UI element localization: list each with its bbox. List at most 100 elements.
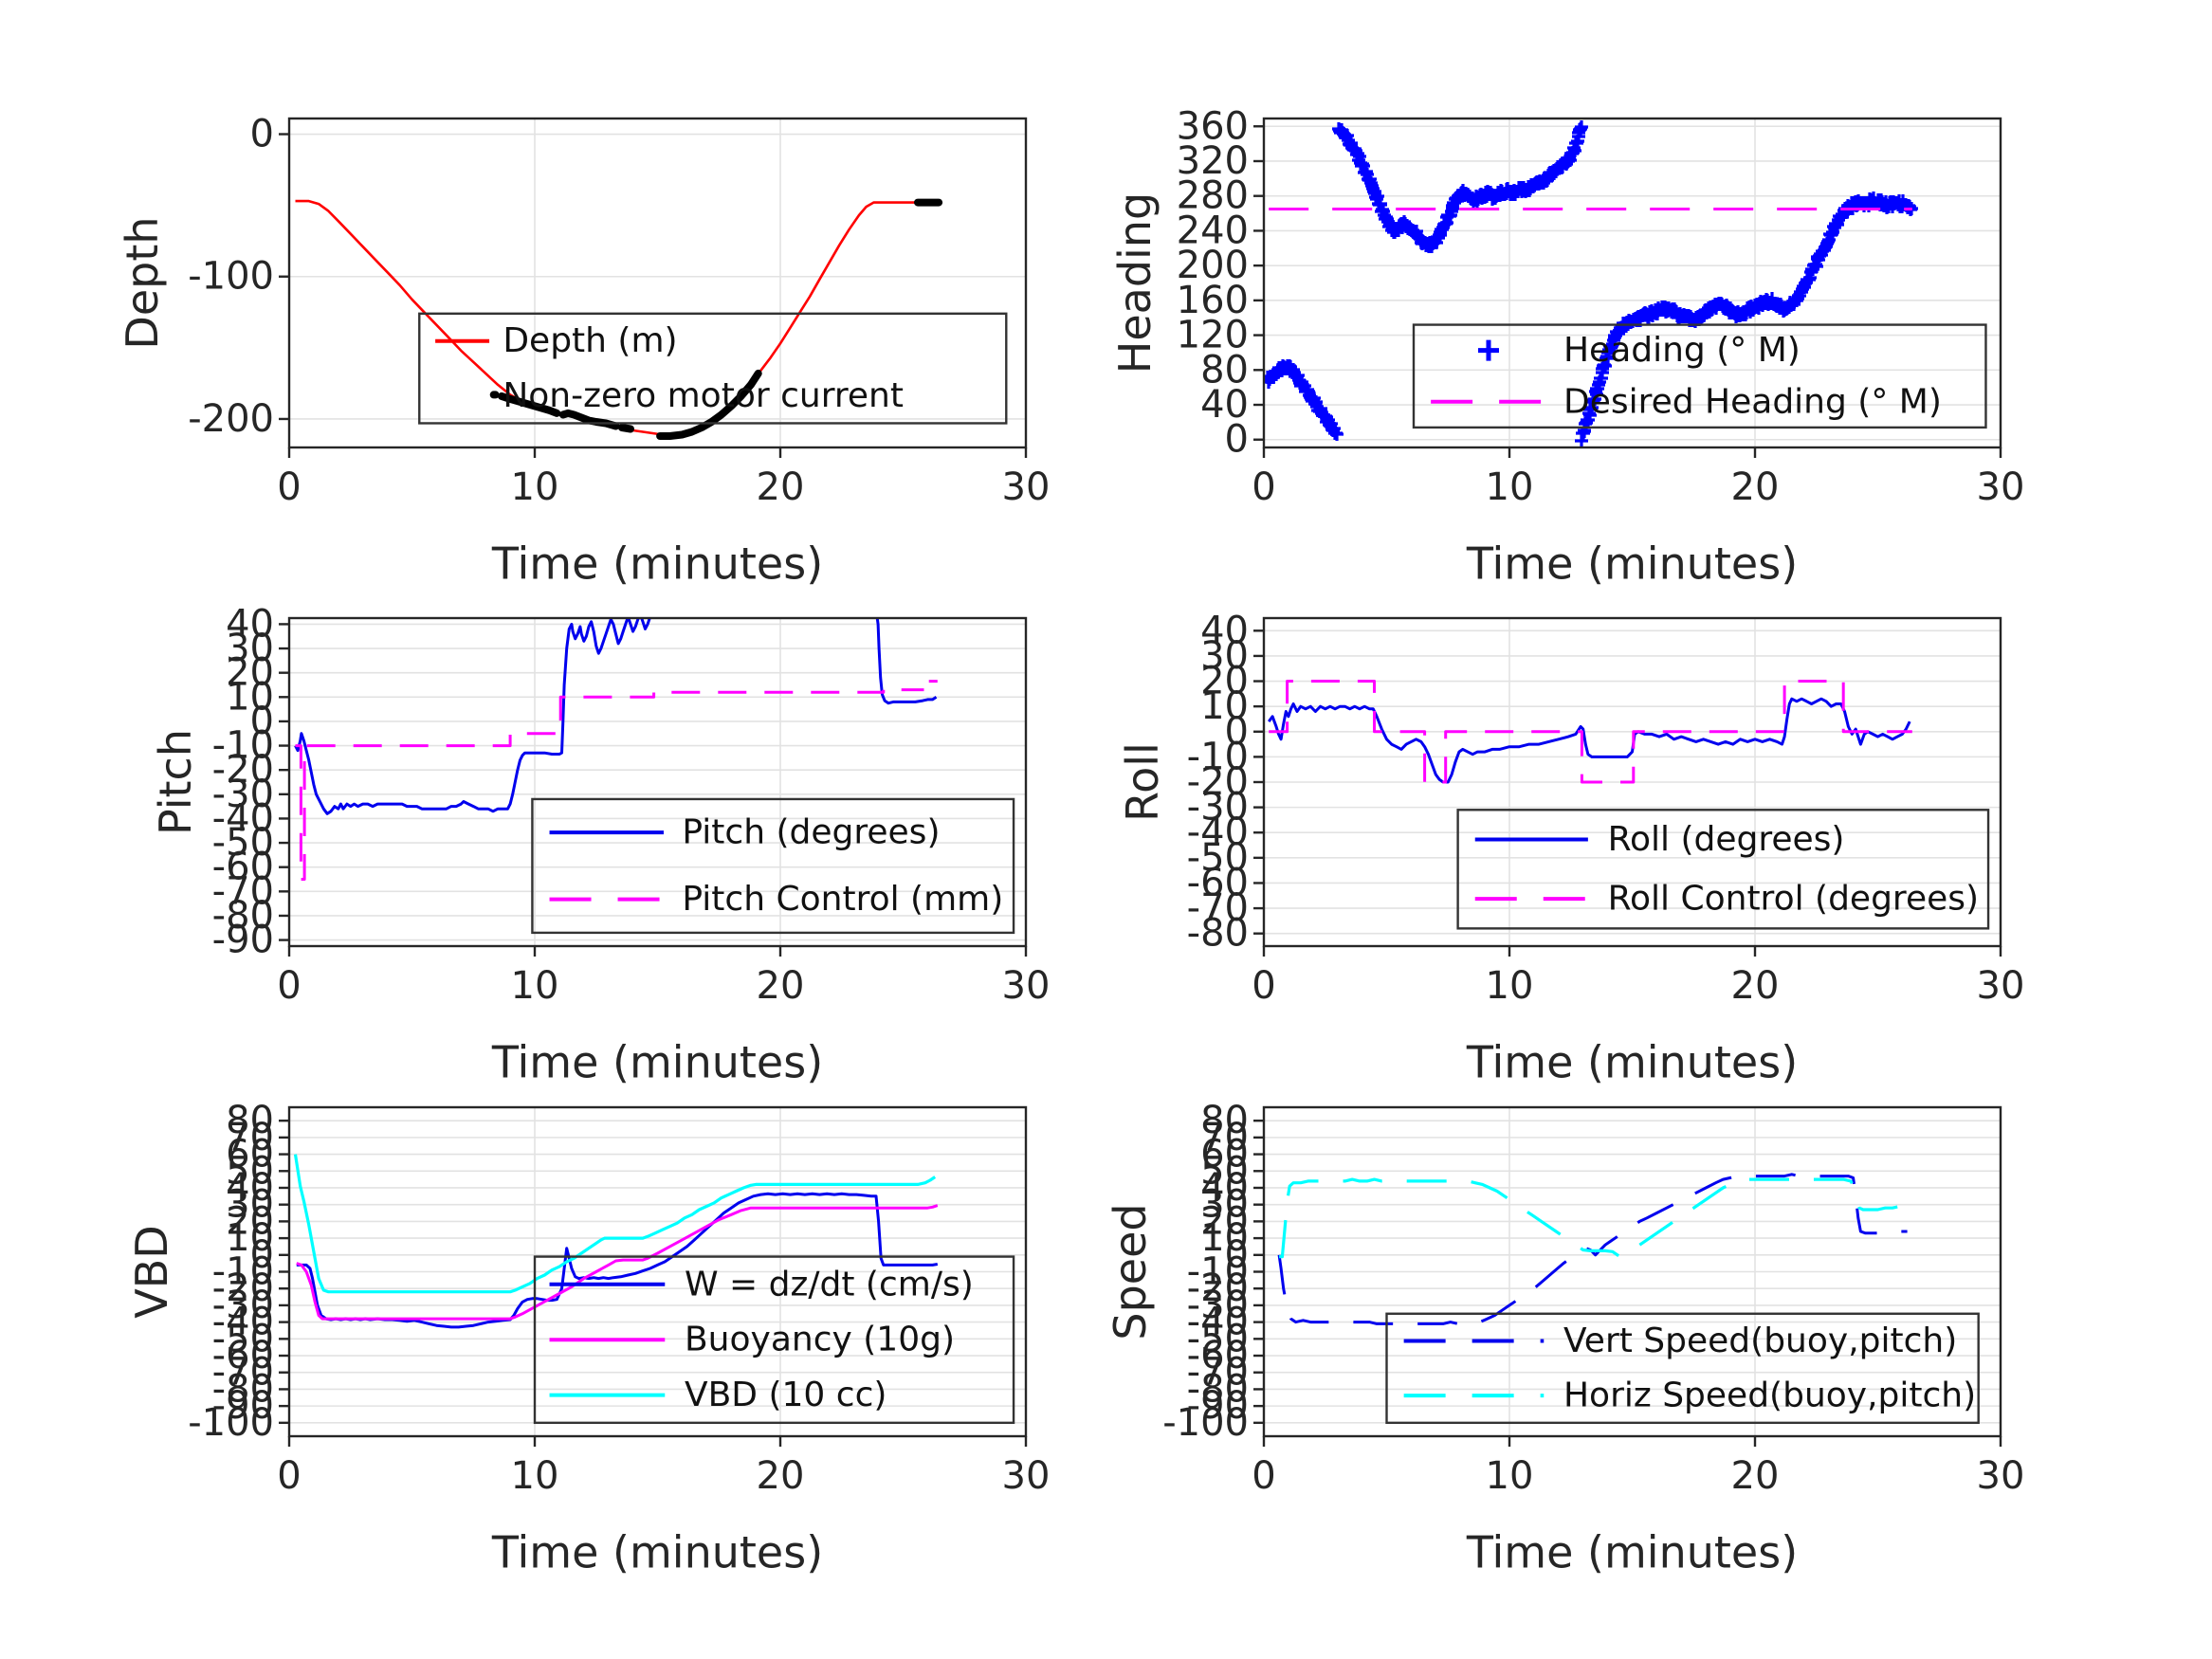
- y-tick-label: 60: [226, 1133, 274, 1176]
- y-tick-label: -30: [1187, 786, 1249, 830]
- series-pitch-degrees: [294, 617, 938, 815]
- y-tick-label: 120: [1177, 314, 1249, 357]
- y-tick-label: 40: [226, 1166, 274, 1210]
- y-tick-label: -20: [212, 748, 274, 792]
- y-tick-label: -70: [212, 869, 274, 913]
- x-axis-label: Time (minutes): [491, 1036, 823, 1087]
- y-tick-label: -80: [212, 1367, 274, 1411]
- y-tick-label: 360: [1177, 104, 1249, 148]
- x-tick-label: 10: [1486, 1454, 1534, 1498]
- y-tick-label: 20: [226, 651, 274, 695]
- series-vert-speed: [1277, 1173, 1908, 1325]
- x-tick-label: 0: [277, 1454, 301, 1498]
- legend-label: Pitch Control (mm): [682, 880, 1003, 919]
- legend-box: [531, 797, 1015, 935]
- legend-heading: Heading (° M) Desired Heading (° M): [1412, 323, 1987, 429]
- legend-box: [1412, 323, 1987, 429]
- y-tick-label: 20: [1200, 660, 1249, 703]
- y-tick-label: 200: [1177, 244, 1249, 287]
- y-tick-label: 30: [1200, 1183, 1249, 1227]
- y-tick-label: -50: [1187, 836, 1249, 880]
- series-vbd-10cc: [293, 1154, 937, 1294]
- series-group-speed: [1277, 1173, 1910, 1325]
- legend-label: Heading (° M): [1563, 331, 1801, 370]
- x-tick-label: 0: [1252, 1454, 1275, 1498]
- series-roll-degrees: [1267, 697, 1911, 784]
- y-axis-label: Speed: [1105, 1203, 1156, 1340]
- y-tick-label: 80: [226, 1099, 274, 1142]
- legend-roll: Roll (degrees) Roll Control (degrees): [1456, 809, 1990, 930]
- x-tick-label: 0: [1252, 964, 1275, 1008]
- y-tick-label: 30: [226, 627, 274, 670]
- x-tick-label: 0: [277, 964, 301, 1008]
- y-tick-label: 0: [250, 700, 274, 743]
- y-tick-label: -70: [1187, 1351, 1249, 1395]
- y-tick-label: 70: [226, 1116, 274, 1159]
- y-tick-label: 240: [1177, 209, 1249, 252]
- y-tick-label: -70: [1187, 886, 1249, 930]
- plot-vbd: 80706050403020100-10-20-30-40-50-60-70-8…: [126, 1099, 1050, 1577]
- y-tick-label: 0: [1225, 1233, 1249, 1277]
- y-tick-label: 20: [1200, 1199, 1249, 1243]
- series-group-vbd: [293, 1154, 939, 1329]
- legend-label: W = dz/dt (cm/s): [685, 1265, 974, 1304]
- x-axis-label: Time (minutes): [1466, 1526, 1798, 1577]
- series-horiz-speed: [1279, 1177, 1910, 1259]
- x-tick-label: 0: [277, 465, 301, 509]
- legend-label: Desired Heading (° M): [1563, 382, 1942, 421]
- y-tick-label: -60: [1187, 861, 1249, 904]
- x-tick-label: 20: [1731, 964, 1780, 1008]
- y-tick-label: 320: [1177, 139, 1249, 183]
- y-tick-label: -10: [212, 1250, 274, 1294]
- y-tick-label: 0: [250, 113, 274, 156]
- x-tick-label: 20: [757, 1454, 805, 1498]
- x-tick-label: 20: [1731, 1454, 1780, 1498]
- series-nonzero-motor-current: [617, 424, 634, 433]
- y-tick-label: -20: [1187, 760, 1249, 804]
- legend-sample-plus-icon: [1477, 339, 1499, 361]
- x-tick-label: 30: [1002, 465, 1051, 509]
- x-tick-label: 10: [511, 964, 559, 1008]
- legend-depth: Depth (m) Non-zero motor current: [418, 312, 1008, 425]
- series-nonzero-motor-current: [656, 369, 762, 440]
- y-tick-label: -90: [212, 1384, 274, 1428]
- series-pitch-control-mm: [295, 688, 924, 881]
- legend-label: Roll (degrees): [1608, 820, 1845, 859]
- series-group-heading: [1263, 120, 1918, 447]
- y-tick-label: 50: [226, 1149, 274, 1193]
- y-tick-label: 50: [1200, 1149, 1249, 1193]
- y-tick-label: -10: [1187, 735, 1249, 778]
- y-tick-label: -60: [1187, 1334, 1249, 1377]
- x-tick-label: 10: [1486, 964, 1534, 1008]
- y-tick-label: 70: [1200, 1116, 1249, 1159]
- y-tick-label: -20: [1187, 1267, 1249, 1310]
- legend-pitch: Pitch (degrees) Pitch Control (mm): [531, 797, 1015, 935]
- y-tick-label: -100: [188, 1401, 274, 1445]
- y-tick-label: -100: [1162, 1401, 1249, 1445]
- y-tick-label: -40: [1187, 1301, 1249, 1344]
- y-tick-label: -100: [188, 255, 274, 299]
- y-tick-label: 280: [1177, 174, 1249, 218]
- legend-vbd: W = dz/dt (cm/s) Buoyancy (10g) VBD (10 cc…: [533, 1255, 1015, 1425]
- x-tick-label: 30: [1002, 1454, 1051, 1498]
- y-axis-label: VBD: [126, 1225, 177, 1318]
- y-tick-label: -50: [212, 1317, 274, 1360]
- y-tick-label: 40: [1200, 383, 1249, 427]
- axes-spines: [287, 616, 1028, 948]
- y-tick-label: 30: [1200, 634, 1249, 678]
- y-tick-label: -80: [1187, 1367, 1249, 1411]
- y-tick-label: -50: [1187, 1317, 1249, 1360]
- y-tick-label: 10: [1200, 684, 1249, 728]
- legend-box: [533, 1255, 1015, 1425]
- x-axis-label: Time (minutes): [1466, 1036, 1798, 1087]
- y-tick-label: -40: [212, 796, 274, 840]
- series-buoyancy: [296, 1204, 939, 1321]
- x-tick-label: 10: [511, 1454, 559, 1498]
- y-tick-label: 80: [1200, 1099, 1249, 1142]
- y-tick-label: 20: [226, 1199, 274, 1243]
